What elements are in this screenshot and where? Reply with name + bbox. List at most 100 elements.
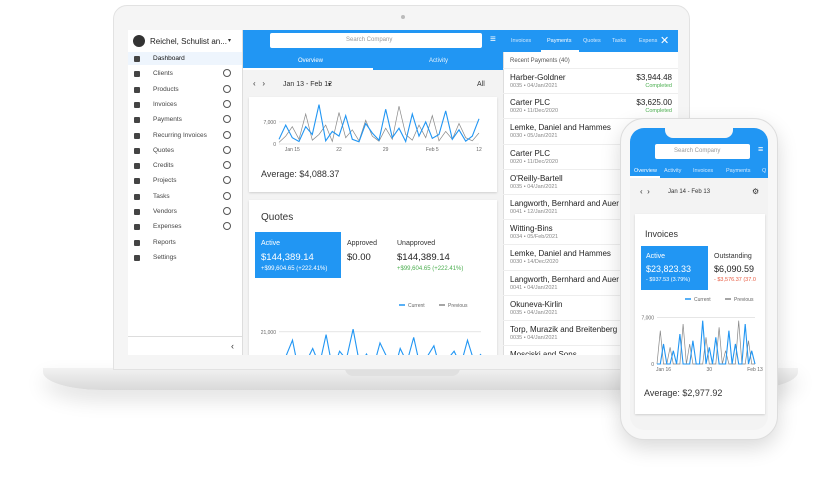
- tab[interactable]: Activity: [429, 58, 449, 64]
- menu-icon: [134, 163, 140, 170]
- payment-amount: $3,944.48: [636, 73, 672, 82]
- client-name[interactable]: Torp, Murazik and Breitenberg: [510, 325, 618, 334]
- menu-item[interactable]: Projects: [153, 177, 177, 185]
- menu-item[interactable]: Settings: [153, 253, 177, 261]
- add-button[interactable]: [223, 176, 231, 185]
- tab[interactable]: Q: [762, 168, 767, 174]
- menu-icon: [134, 193, 140, 200]
- legend-label: Previous: [734, 297, 754, 303]
- date-range[interactable]: Jan 13 - Feb 12: [283, 81, 333, 88]
- row-divider: [503, 68, 678, 69]
- stat-label: Unapproved: [397, 240, 436, 247]
- x-tick-label: 22: [336, 147, 342, 153]
- search-box[interactable]: [655, 144, 750, 159]
- menu-item[interactable]: Products: [153, 85, 179, 93]
- payment-meta: 0030 • 05/Jan/2021: [510, 133, 558, 140]
- menu-item[interactable]: Reports: [153, 238, 176, 246]
- nav[interactable]: ‹ ›: [640, 187, 650, 196]
- row-divider: [503, 345, 678, 347]
- invoices-chart: 0 7,000 Jan 16 30 Feb 13 Current Previous: [641, 297, 763, 373]
- legend-label: Current: [408, 303, 425, 309]
- tab[interactable]: Invoices: [511, 38, 532, 44]
- menu-item[interactable]: Expenses: [153, 223, 182, 231]
- client-name[interactable]: Witting-Bins: [510, 224, 553, 234]
- client-name[interactable]: Lemke, Daniel and Hammes: [510, 249, 611, 259]
- menu[interactable]: ≡: [758, 144, 764, 154]
- stat-change: +$99,604.65 (+222.41%): [397, 266, 464, 272]
- menu-item[interactable]: Dashboard: [153, 55, 185, 62]
- dropdown[interactable]: ▾: [228, 38, 232, 44]
- date-range[interactable]: Jan 14 - Feb 13: [668, 189, 711, 195]
- menu-icon: [134, 178, 140, 185]
- x-tick-label: Jan 15: [285, 147, 300, 153]
- collapse[interactable]: ‹: [231, 341, 234, 351]
- menu-item[interactable]: Tasks: [153, 192, 170, 200]
- add-button[interactable]: [223, 145, 231, 154]
- tab[interactable]: Payments: [547, 38, 572, 44]
- tab[interactable]: Overview: [298, 58, 324, 64]
- legend-label: Previous: [448, 303, 468, 309]
- client-name[interactable]: Langworth, Bernhard and Auer: [510, 199, 619, 208]
- menu-item[interactable]: Vendors: [153, 208, 177, 215]
- menu-icon: [134, 239, 140, 246]
- menu-item[interactable]: Credits: [153, 162, 174, 170]
- menu-icon: [134, 132, 140, 139]
- chart-card: 0 7,000 Jan 15 22 29 Feb 5 12: [249, 97, 497, 192]
- add-button[interactable]: [223, 130, 231, 139]
- add-button[interactable]: [223, 222, 231, 231]
- legend-label: Current: [694, 297, 711, 303]
- y-tick-label: 7,000: [263, 120, 276, 126]
- invoices-card: Invoices 0 7,000 Jan 16 30 Feb 13 Current Prev…: [635, 214, 765, 414]
- screen: Reichel, Schulist an... ▾ ‹ Dashboard Cli…: [128, 30, 678, 355]
- stat-value: $23,823.33: [646, 264, 692, 274]
- menu-item[interactable]: Payments: [153, 116, 182, 124]
- client-name[interactable]: Lemke, Daniel and Hammes: [510, 123, 611, 133]
- tab[interactable]: Payments: [726, 168, 751, 174]
- menu-item[interactable]: Quotes: [153, 146, 174, 154]
- add-button[interactable]: [223, 69, 231, 78]
- active-tile[interactable]: [641, 246, 708, 290]
- client-name[interactable]: Okuneva-Kirlin: [510, 299, 563, 309]
- tab[interactable]: Invoices: [693, 168, 714, 174]
- search-box[interactable]: [270, 33, 482, 48]
- client-name[interactable]: O'Reilly-Bartell: [510, 173, 563, 183]
- add-button[interactable]: [223, 161, 231, 170]
- tab[interactable]: Tasks: [612, 38, 627, 44]
- x-tick-label: 30: [706, 367, 712, 373]
- client-name[interactable]: Carter PLC: [510, 148, 551, 158]
- menu[interactable]: ≡: [490, 34, 496, 45]
- add-button[interactable]: [223, 207, 231, 215]
- client-name[interactable]: Carter PLC: [510, 98, 551, 108]
- add-button[interactable]: [223, 115, 231, 124]
- row-divider: [503, 294, 678, 296]
- row-divider: [503, 168, 678, 170]
- row-divider: [503, 143, 678, 145]
- active-tile[interactable]: [255, 232, 341, 278]
- series-line: [278, 104, 480, 144]
- filter[interactable]: All: [477, 81, 485, 88]
- menu-item[interactable]: Recurring Invoices: [153, 131, 207, 139]
- payments-tabs: Invoices Payments Quotes Tasks Expens: [503, 30, 678, 52]
- x-tick-label: Feb 13: [747, 367, 763, 373]
- add-button[interactable]: [223, 84, 231, 93]
- tab[interactable]: Activity: [664, 168, 682, 174]
- row-divider: [503, 194, 678, 195]
- tab[interactable]: Expens: [639, 38, 658, 44]
- tab[interactable]: Overview: [634, 168, 657, 174]
- row-divider: [503, 93, 678, 95]
- close[interactable]: ✕: [660, 35, 670, 47]
- tab[interactable]: Quotes: [583, 38, 601, 44]
- menu-item[interactable]: Clients: [153, 70, 173, 78]
- add-button[interactable]: [223, 191, 231, 200]
- search-text: Search Company: [346, 37, 393, 43]
- x-tick-label: Feb 5: [426, 147, 439, 153]
- menu-item[interactable]: Invoices: [153, 100, 177, 108]
- nav[interactable]: ‹ ›: [253, 79, 265, 88]
- client-name[interactable]: Harber-Goldner: [510, 73, 566, 82]
- payment-meta: 0030 • 14/Dec/2020: [510, 259, 559, 266]
- client-name[interactable]: Langworth, Bernhard and Auer: [510, 274, 619, 284]
- client-name[interactable]: Mosciski and Sons: [510, 350, 577, 355]
- settings[interactable]: ⚙: [752, 187, 760, 196]
- add-button[interactable]: [223, 99, 231, 108]
- camera: [401, 15, 405, 19]
